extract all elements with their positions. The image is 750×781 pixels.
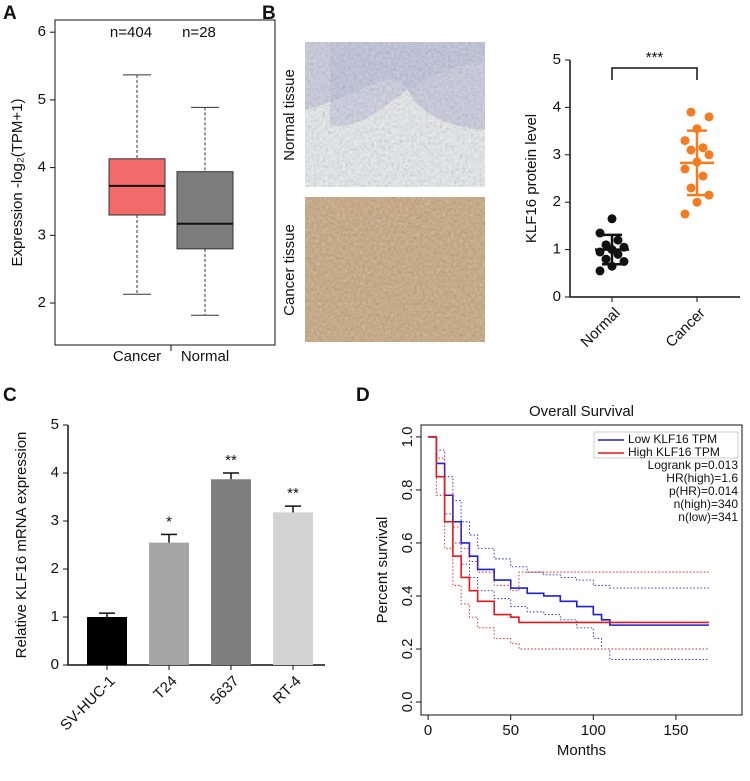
ci-lower: [428, 436, 709, 661]
y-tick-label: 5: [51, 416, 59, 433]
data-point: [698, 143, 708, 153]
data-point: [607, 214, 617, 224]
y-tick-label: 0.2: [399, 639, 416, 660]
data-point: [680, 164, 690, 174]
annotation: Logrank p=0.013: [648, 458, 739, 472]
y-tick-label: 0.6: [399, 533, 416, 554]
category-label: Normal: [181, 348, 229, 365]
y-tick-label: 0.8: [399, 480, 416, 501]
y-axis-label: KLF16 protein level: [523, 114, 540, 243]
y-tick-label: 3: [553, 146, 561, 163]
y-tick-label: 4: [553, 98, 561, 115]
data-point: [704, 190, 714, 200]
data-point: [613, 235, 623, 245]
data-point: [601, 254, 611, 264]
category-label: 5637: [207, 673, 243, 709]
count-label: n=28: [182, 24, 216, 41]
box: [108, 158, 166, 216]
normal-texture: [305, 42, 485, 187]
y-axis-label: Percent survival: [374, 517, 391, 624]
significance: ***: [646, 49, 664, 66]
y-tick-label: 1: [553, 241, 561, 258]
y-tick-label: 0.0: [399, 692, 416, 713]
y-tick-label: 2: [38, 294, 46, 311]
box: [176, 171, 234, 250]
significance-bracket: [611, 67, 698, 80]
category-label: Normal: [577, 305, 623, 351]
y-tick-label: 4: [51, 464, 59, 481]
significance: **: [287, 485, 299, 502]
data-point: [595, 266, 605, 276]
bar: [149, 542, 189, 665]
y-tick-label: 6: [38, 23, 46, 40]
annotation: p(HR)=0.014: [669, 484, 738, 498]
y-tick-label: 1.0: [399, 426, 416, 447]
data-point: [680, 136, 690, 146]
annotation: n(high)=340: [674, 497, 739, 511]
plot-frame: [420, 424, 743, 716]
bar: [273, 512, 313, 665]
legend-label: High KLF16 TPM: [628, 445, 720, 459]
y-tick-label: 0: [553, 288, 561, 305]
category-label: RT-4: [270, 673, 305, 708]
data-point: [686, 107, 696, 117]
annotation: n(low)=341: [678, 510, 738, 524]
category-label: Cancer: [662, 305, 708, 351]
ci-upper: [428, 436, 709, 589]
x-tick-label: 100: [581, 722, 606, 739]
x-tick-label: 0: [424, 722, 432, 739]
y-axis-label: Relative KLF16 mRNA expression: [13, 432, 30, 659]
data-point: [601, 240, 611, 250]
significance: *: [166, 513, 172, 530]
data-point: [595, 228, 605, 238]
cancer-texture: [305, 197, 485, 342]
data-point: [613, 249, 623, 259]
data-point: [686, 145, 696, 155]
y-tick-label: 4: [38, 159, 46, 176]
data-point: [704, 112, 714, 122]
y-tick-label: 3: [51, 512, 59, 529]
data-point: [692, 197, 702, 207]
panel-letter: B: [262, 3, 276, 24]
plot-frame: [54, 19, 276, 346]
x-tick-label: 50: [502, 722, 519, 739]
y-tick-label: 2: [553, 193, 561, 210]
panel-letter: A: [3, 3, 17, 24]
data-point: [704, 150, 714, 160]
data-point: [680, 209, 690, 219]
image-label: Cancer tissue: [281, 224, 298, 316]
x-axis-label: Months: [557, 742, 606, 759]
image-label: Normal tissue: [281, 69, 298, 161]
panel-letter: C: [3, 385, 17, 406]
y-tick-label: 5: [553, 51, 561, 68]
x-tick-label: 150: [663, 722, 688, 739]
legend-frame: [593, 431, 739, 459]
chart-title: Overall Survival: [529, 403, 634, 420]
category-label: SV-HUC-1: [57, 673, 119, 735]
y-tick-label: 3: [38, 226, 46, 243]
bar: [211, 479, 251, 665]
category-label: Cancer: [113, 348, 161, 365]
annotation: HR(high)=1.6: [666, 471, 738, 485]
y-tick-label: 2: [51, 560, 59, 577]
y-tick-label: 1: [51, 608, 59, 625]
significance: **: [225, 452, 237, 469]
panel-letter: D: [356, 385, 370, 406]
category-label: T24: [150, 673, 180, 703]
data-point: [686, 183, 696, 193]
y-tick-label: 0.4: [399, 586, 416, 607]
y-axis-label: Expression -log₂(TPM+1): [9, 99, 26, 267]
tissue-images: Normal tissue Cancer tissue: [281, 42, 485, 342]
data-point: [698, 171, 708, 181]
y-tick-label: 0: [51, 656, 59, 673]
legend-label: Low KLF16 TPM: [628, 432, 717, 446]
survival-curve: [428, 436, 709, 624]
y-tick-label: 5: [38, 91, 46, 108]
bar: [87, 617, 127, 665]
count-label: n=404: [110, 24, 152, 41]
